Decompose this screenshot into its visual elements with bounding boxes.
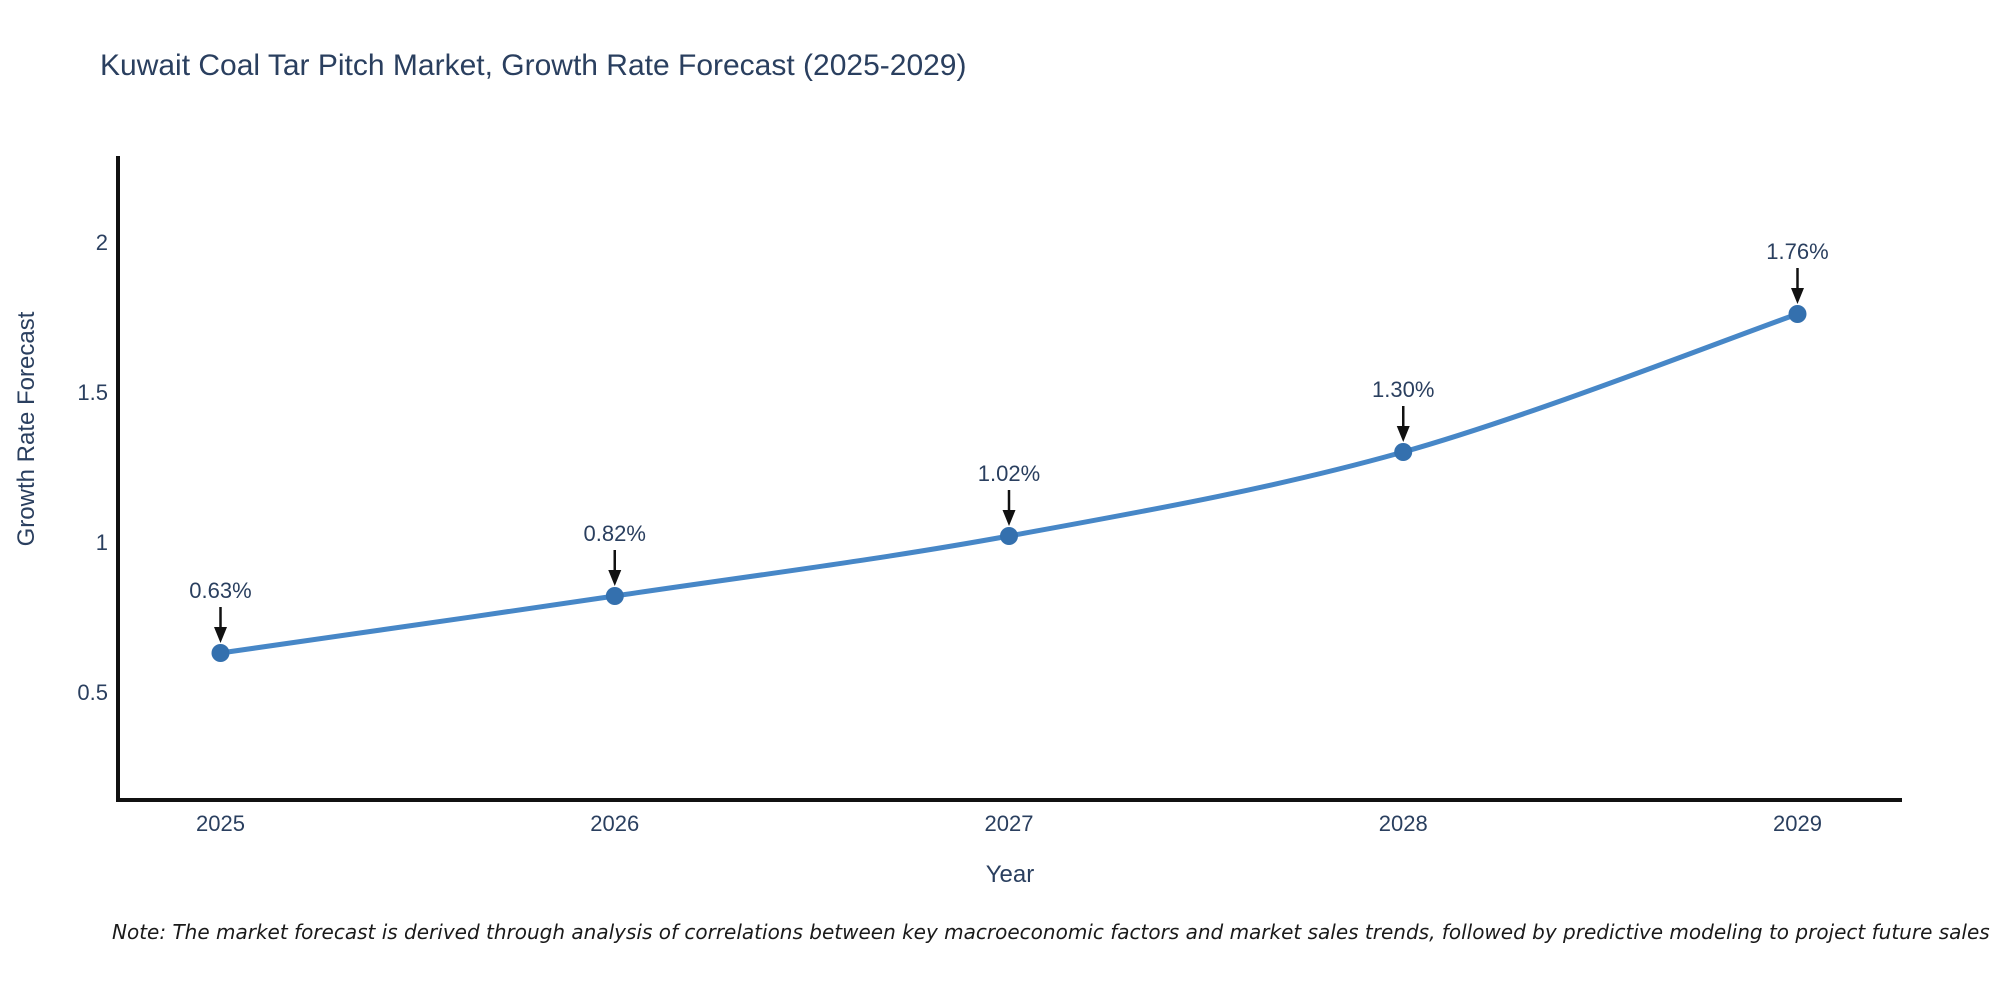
point-value-label: 0.82% — [584, 521, 646, 546]
annotation-arrow-head — [1790, 288, 1804, 304]
point-value-label: 1.30% — [1372, 377, 1434, 402]
y-tick-label: 1.5 — [77, 380, 108, 405]
y-tick-label: 1 — [96, 530, 108, 555]
annotation-arrow-head — [1002, 510, 1016, 526]
x-tick-label: 2025 — [196, 811, 245, 836]
annotation-arrow-head — [608, 570, 622, 586]
x-tick-label: 2028 — [1379, 811, 1428, 836]
y-tick-label: 0.5 — [77, 680, 108, 705]
data-point-marker — [1394, 443, 1413, 461]
data-point-marker — [605, 587, 624, 605]
point-value-label: 0.63% — [189, 578, 251, 603]
axis-spines — [116, 156, 1902, 802]
chart-title: Kuwait Coal Tar Pitch Market, Growth Rat… — [100, 49, 967, 82]
y-tick-label: 2 — [96, 230, 108, 255]
data-point-marker — [1788, 305, 1807, 323]
data-point-marker — [211, 644, 230, 662]
x-tick-label: 2027 — [985, 811, 1034, 836]
x-tick-label: 2026 — [590, 811, 639, 836]
annotation-arrow-head — [214, 627, 228, 643]
point-value-label: 1.76% — [1766, 239, 1828, 264]
data-point-marker — [1000, 527, 1018, 545]
chart-footnote: Note: The market forecast is derived thr… — [112, 920, 1990, 944]
x-axis-title: Year — [985, 861, 1035, 888]
annotation-arrow-head — [1396, 426, 1410, 442]
point-value-label: 1.02% — [978, 461, 1040, 486]
x-tick-label: 2029 — [1773, 811, 1822, 836]
